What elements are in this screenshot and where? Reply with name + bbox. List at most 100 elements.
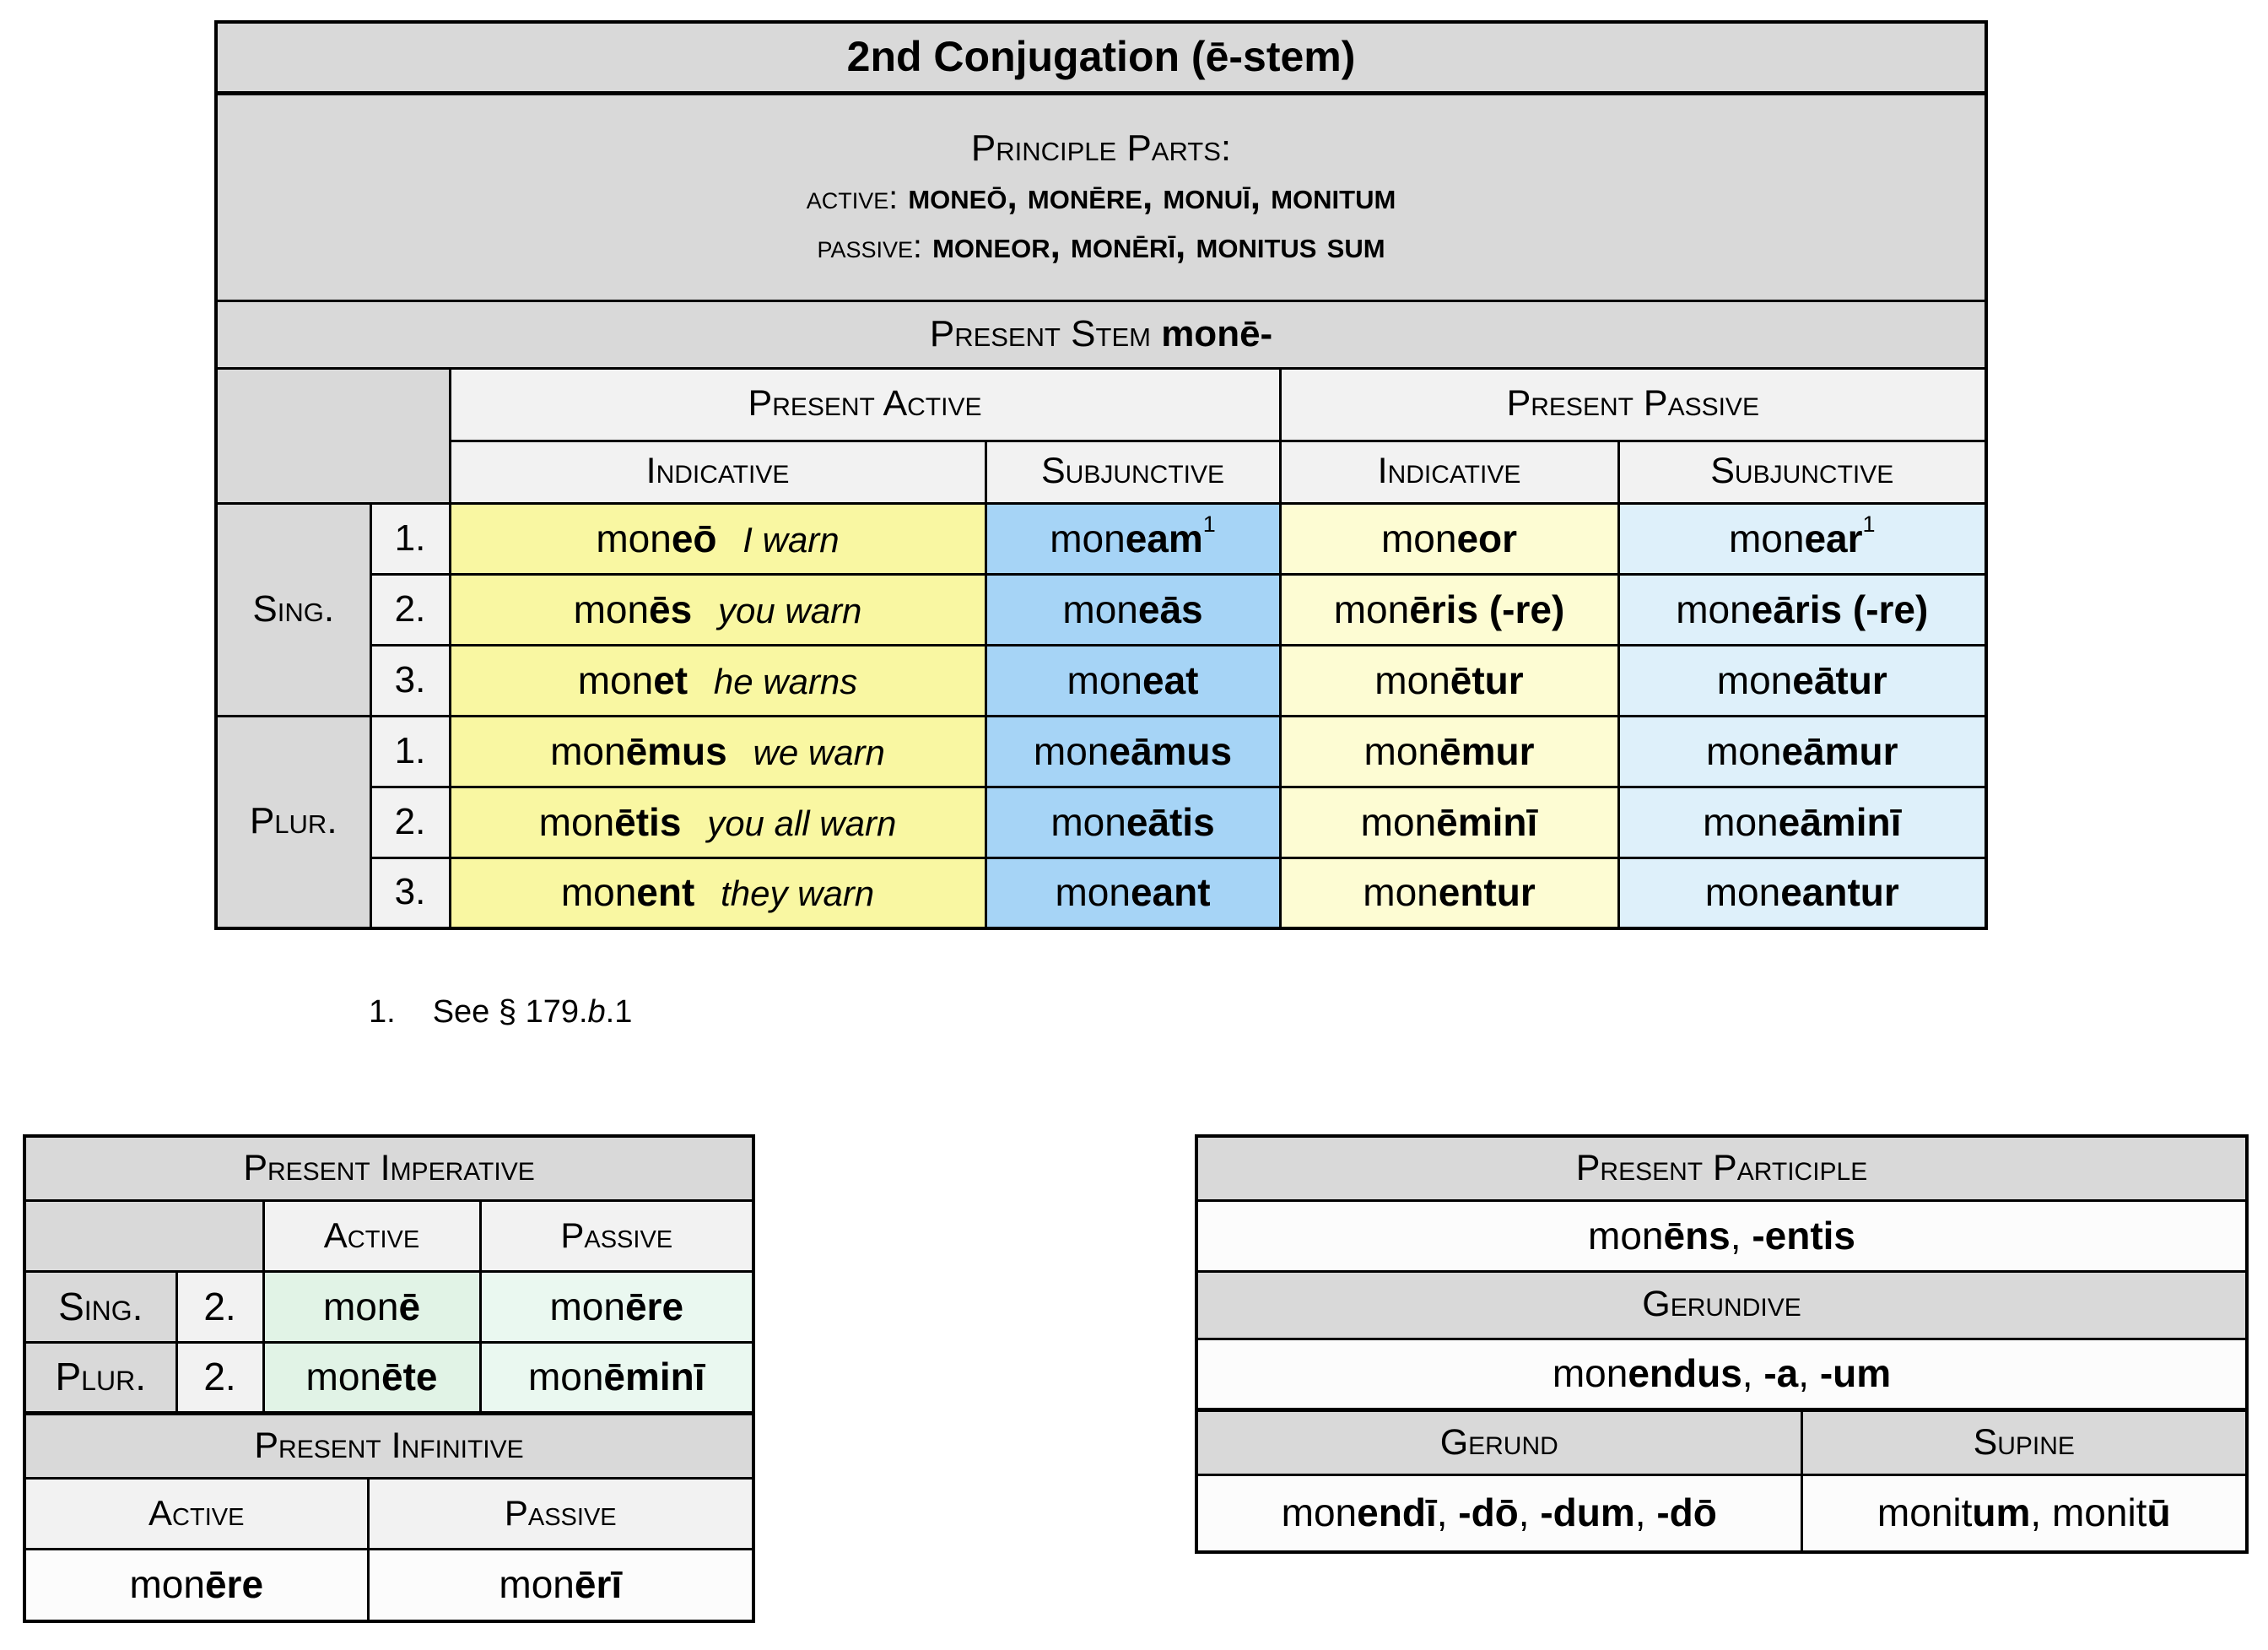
passive-forms: moneor, monērī, monitus sum	[932, 224, 1385, 266]
cell-passive-subjunctive: moneāmur	[1617, 714, 1988, 788]
person-label: 3.	[369, 856, 451, 930]
corner-cell	[23, 1198, 265, 1273]
translation: he warns	[713, 661, 858, 701]
participle-title: Present Participle	[1195, 1134, 2249, 1202]
imperative-title: Present Imperative	[23, 1134, 755, 1202]
cell-passive-indicative: monentur	[1278, 856, 1620, 930]
cell-active-subjunctive: moneam1	[984, 501, 1282, 576]
translation: you all warn	[707, 803, 897, 843]
cell-participle: monēns, -entis	[1195, 1198, 2249, 1273]
cell-imperative-active: monēte	[262, 1340, 482, 1415]
translation: we warn	[753, 732, 885, 772]
table-row: 3. monent they warn moneant monentur mon…	[216, 856, 1988, 930]
person-label: 3.	[369, 643, 451, 717]
footnote-ref: 1	[1862, 511, 1876, 537]
principle-parts-heading: Principle Parts:	[970, 127, 1232, 169]
cell-passive-indicative: moneor	[1278, 501, 1620, 576]
group-label-plural: Plur.	[214, 714, 372, 930]
table-row: 2. monēs you warn moneās monēris (-re) m…	[216, 572, 1988, 646]
table-row: Sing. 1. moneō I warn moneam1 moneor mon…	[214, 501, 1988, 717]
person-label: 2.	[369, 572, 451, 646]
infinitive-table: Present Infinitive Active Passive monēre…	[23, 1412, 756, 1623]
person-label: 2.	[369, 785, 451, 859]
table-row: Sing. 2. monē monēre	[23, 1269, 755, 1344]
header-infinitive-active: Active	[23, 1476, 370, 1550]
nominal-forms-panel: Present Participle monēns, -entis Gerund…	[1195, 1134, 2249, 1554]
table-row: Plur. 1. monēmus we warn moneāmus monēmu…	[214, 714, 1988, 930]
translation: I warn	[742, 519, 840, 560]
active-label: active:	[806, 180, 899, 217]
principle-parts-section: Principle Parts: active: moneō, monēre, …	[214, 91, 1988, 302]
header-imperative-active: Active	[262, 1198, 482, 1273]
gerund-title: Gerund	[1195, 1409, 1803, 1476]
table-row: 2. monētis you all warn moneātis monēmin…	[216, 785, 1988, 859]
cell-imperative-passive: monēminī	[478, 1340, 755, 1415]
alt-form: (-re)	[1852, 587, 1929, 631]
passive-label: passive:	[817, 228, 922, 265]
cell-active-indicative: monent they warn	[448, 856, 987, 930]
table-row: monendī, -dō, -dum, -dō monitum, monitū	[1195, 1473, 2249, 1554]
cell-passive-subjunctive: moneāminī	[1617, 785, 1988, 859]
header-passive-indicative: Indicative	[1278, 439, 1620, 505]
cell-passive-subjunctive: moneātur	[1617, 643, 1988, 717]
header-active-subjunctive: Subjunctive	[984, 439, 1282, 505]
table-row: monēre monērī	[23, 1547, 755, 1623]
cell-gerund: monendī, -dō, -dum, -dō	[1195, 1473, 1803, 1554]
supine-title: Supine	[1800, 1409, 2249, 1476]
table-row: monēns, -entis	[1195, 1198, 2249, 1273]
group-label-plural: Plur.	[23, 1340, 178, 1415]
person-label: 1.	[369, 501, 451, 576]
present-stem-label: Present Stem	[929, 312, 1151, 354]
table-row: Plur. 2. monēte monēminī	[23, 1340, 755, 1415]
imperative-table: Present Imperative Active Passive Sing. …	[23, 1134, 756, 1415]
translation: you warn	[718, 590, 862, 630]
corner-cell	[214, 366, 451, 505]
person-label: 1.	[369, 714, 451, 788]
group-label-singular: Sing.	[214, 501, 372, 717]
cell-active-indicative: monēs you warn	[448, 572, 987, 646]
table-row: 3. monet he warns moneat monētur moneātu…	[216, 643, 1988, 717]
cell-active-subjunctive: moneāmus	[984, 714, 1282, 788]
alt-form: (-re)	[1488, 587, 1565, 631]
cell-infinitive-active: monēre	[23, 1547, 370, 1623]
header-active-indicative: Indicative	[448, 439, 987, 505]
cell-active-indicative: monētis you all warn	[448, 785, 987, 859]
imperative-infinitive-panel: Present Imperative Active Passive Sing. …	[23, 1134, 756, 1623]
cell-supine: monitum, monitū	[1800, 1473, 2249, 1554]
cell-passive-indicative: monētur	[1278, 643, 1620, 717]
person-label: 2.	[175, 1269, 265, 1344]
header-present-active: Present Active	[448, 366, 1282, 442]
principle-parts-passive: passive: moneor, monērī, monitus sum	[226, 225, 1976, 268]
cell-imperative-active: monē	[262, 1269, 482, 1344]
footnote-ref: 1	[1202, 511, 1216, 537]
table-title: 2nd Conjugation (ē-stem)	[214, 20, 1988, 95]
gerundive-title: Gerundive	[1195, 1269, 2249, 1340]
footnote: 1. See § 179.b.1	[369, 994, 632, 1031]
cell-active-indicative: monet he warns	[448, 643, 987, 717]
cell-active-indicative: monēmus we warn	[448, 714, 987, 788]
cell-active-subjunctive: moneās	[984, 572, 1282, 646]
cell-active-subjunctive: moneātis	[984, 785, 1282, 859]
cell-passive-subjunctive: moneāris (-re)	[1617, 572, 1988, 646]
cell-active-subjunctive: moneat	[984, 643, 1282, 717]
cell-passive-subjunctive: moneantur	[1617, 856, 1988, 930]
cell-passive-indicative: monēris (-re)	[1278, 572, 1620, 646]
cell-gerundive: monendus, -a, -um	[1195, 1337, 2249, 1411]
footnote-marker: 1.	[369, 994, 396, 1030]
header-imperative-passive: Passive	[478, 1198, 755, 1273]
group-label-singular: Sing.	[23, 1269, 178, 1344]
header-passive-subjunctive: Subjunctive	[1617, 439, 1988, 505]
cell-passive-subjunctive: monear1	[1617, 501, 1988, 576]
present-stem-value: monē-	[1161, 312, 1273, 354]
cell-infinitive-passive: monērī	[366, 1547, 755, 1623]
cell-active-indicative: moneō I warn	[448, 501, 987, 576]
cell-active-subjunctive: moneant	[984, 856, 1282, 930]
cell-imperative-passive: monēre	[478, 1269, 755, 1344]
person-label: 2.	[175, 1340, 265, 1415]
active-forms: moneō, monēre, monuī, monitum	[908, 176, 1396, 218]
conjugation-table: 2nd Conjugation (ē-stem) Principle Parts…	[214, 20, 1989, 930]
header-present-passive: Present Passive	[1278, 366, 1988, 442]
cell-passive-indicative: monēmur	[1278, 714, 1620, 788]
gerund-supine-table: Gerund Supine monendī, -dō, -dum, -dō mo…	[1195, 1409, 2249, 1554]
footnote-text: See § 179.b.1	[432, 994, 633, 1030]
